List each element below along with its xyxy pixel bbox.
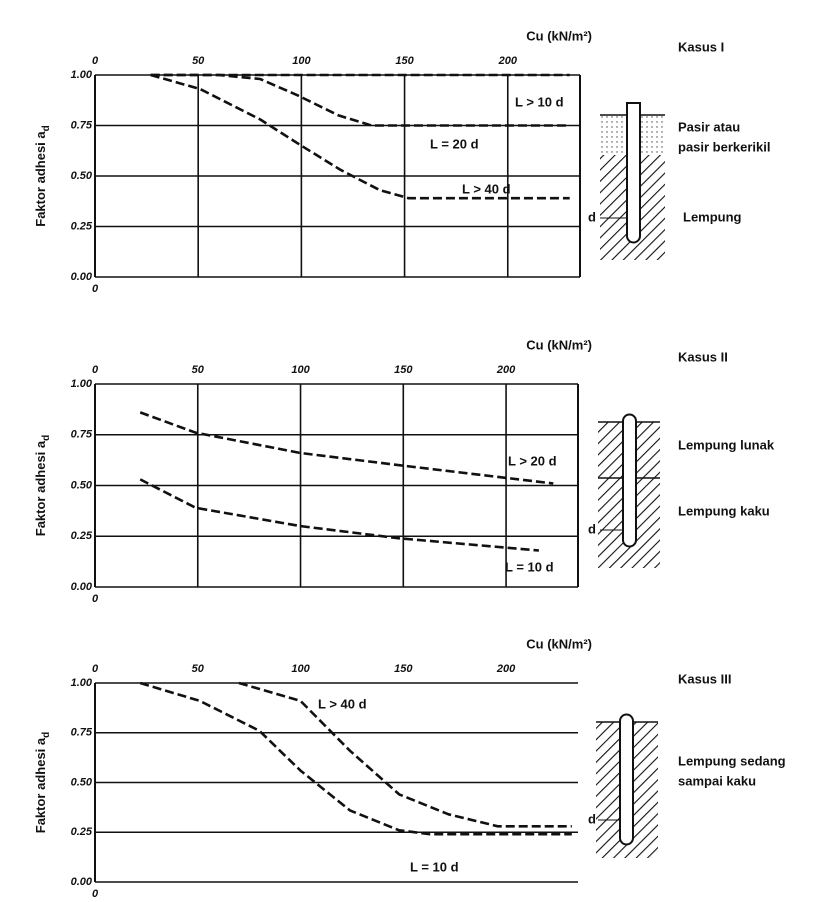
diameter-label: d [588,521,596,536]
x-tick-label: 200 [496,364,516,376]
y-tick-label: 0.00 [71,271,93,283]
x-tick-label: 150 [395,55,414,67]
soil-label: Lempung kaku [678,503,770,518]
x-tick-label: 50 [192,364,205,376]
curve [139,478,540,552]
x-origin-label: 0 [92,593,99,605]
case-title: Kasus I [678,39,724,54]
y-axis-label-text: Faktor adhesi a [33,737,48,833]
curve [150,73,570,127]
soil-diagram [598,413,660,568]
case-title: Kasus II [678,349,728,364]
y-tick-label: 0.75 [71,429,93,441]
x-tick-label: 200 [496,663,516,675]
y-tick-label: 0.25 [71,530,93,542]
y-axis-label-text: Faktor adhesi a [33,131,48,227]
diameter-label: d [588,209,596,224]
curve [150,73,570,200]
x-tick-label: 100 [291,364,310,376]
y-tick-label: 1.00 [71,378,93,390]
y-axis-label-sub: d [41,125,52,131]
y-axis-label: Faktor adhesi ad [33,125,51,226]
y-tick-label: 0.25 [71,220,93,232]
soil-label: Lempung lunak [678,437,775,452]
y-tick-label: 0.50 [71,776,93,788]
y-axis-label: Faktor adhesi ad [33,435,51,536]
curve-label: L = 20 d [430,136,479,151]
soil-diagram [600,102,665,260]
y-tick-label: 1.00 [71,677,93,689]
x-axis-label: Cu (kN/m²) [526,337,592,352]
y-axis-label-sub: d [41,732,52,738]
y-axis-label-sub: d [41,435,52,441]
soil-diagram [596,713,658,858]
x-origin-label: 0 [92,888,99,900]
x-axis-label: Cu (kN/m²) [526,636,592,651]
y-axis-label: Faktor adhesi ad [33,732,51,833]
curve-label: L > 40 d [318,696,367,711]
y-axis-label-text: Faktor adhesi a [33,440,48,536]
soil-label: sampai kaku [678,773,756,788]
curve [139,681,572,836]
curve-label: L > 40 d [462,181,511,196]
x-tick-label: 100 [291,663,310,675]
curve-label: L = 10 d [505,559,554,574]
curve-label: L = 10 d [410,859,459,874]
y-tick-label: 0.50 [71,479,93,491]
curve-label: L > 10 d [515,94,564,109]
x-tick-label: 100 [292,55,311,67]
soil-label: Lempung sedang [678,753,786,768]
y-tick-label: 0.75 [71,119,93,131]
y-tick-label: 1.00 [71,69,93,81]
x-tick-label: 0 [92,364,99,376]
x-axis-label: Cu (kN/m²) [526,28,592,43]
curve [139,411,554,485]
y-tick-label: 0.00 [71,581,93,593]
x-tick-label: 50 [192,663,205,675]
x-tick-label: 50 [192,55,205,67]
x-tick-label: 200 [498,55,518,67]
y-tick-label: 0.25 [71,826,93,838]
soil-label: Lempung [683,209,742,224]
case-title: Kasus III [678,671,731,686]
curve [238,681,572,828]
soil-label: pasir berkerikil [678,139,771,154]
y-tick-label: 0.50 [71,170,93,182]
curve-label: L > 20 d [508,453,557,468]
x-tick-label: 150 [394,364,413,376]
x-origin-label: 0 [92,283,99,295]
x-tick-label: 0 [92,55,99,67]
soil-label: Pasir atau [678,119,740,134]
x-tick-label: 0 [92,663,99,675]
x-tick-label: 150 [394,663,413,675]
y-tick-label: 0.00 [71,876,93,888]
diameter-label: d [588,811,596,826]
y-tick-label: 0.75 [71,727,93,739]
